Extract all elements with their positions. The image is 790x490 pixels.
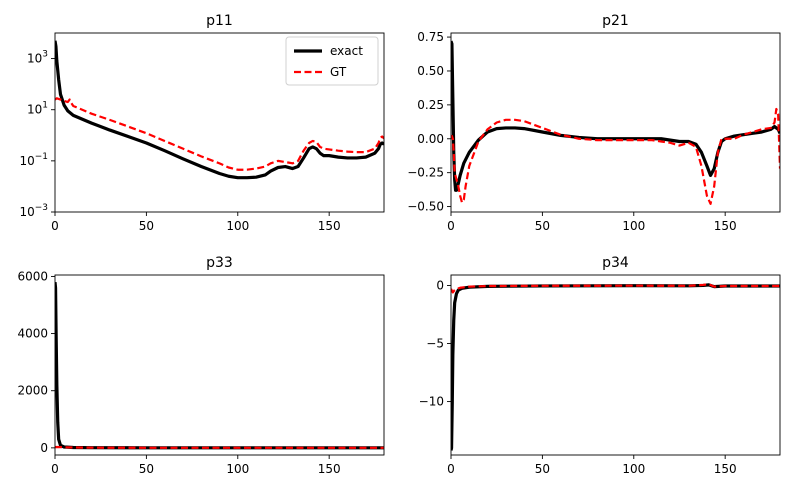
x-tick-label: 100 bbox=[226, 219, 249, 233]
axes-frame-p21 bbox=[450, 32, 781, 213]
series-GT-p33 bbox=[55, 445, 384, 449]
panel-p34: p34 0 50 100 150 −10 −5 0 bbox=[419, 255, 781, 476]
y-tick-label: 0 bbox=[40, 441, 48, 455]
legend-label-exact: exact bbox=[330, 44, 363, 58]
legend: exact GT bbox=[285, 36, 379, 86]
series-GT-p21 bbox=[451, 107, 780, 205]
x-tick-label: 150 bbox=[714, 462, 737, 476]
series-GT-p11 bbox=[55, 97, 384, 171]
y-tick-label: −5 bbox=[426, 337, 444, 351]
panel-p33: p33 0 50 100 150 0 2000 4000 6000 bbox=[17, 255, 385, 476]
series-exact-p21 bbox=[451, 40, 780, 192]
panel-p11: p11 0 50 100 150 10−3 10−1 101 103 exact GT bbox=[19, 13, 385, 233]
x-tick-label: 150 bbox=[318, 219, 341, 233]
x-tick-label: 50 bbox=[535, 219, 550, 233]
y-tick-label: 103 bbox=[27, 50, 48, 66]
y-tick-label: 101 bbox=[27, 101, 48, 117]
y-tick-label: 0.50 bbox=[417, 64, 444, 78]
legend-label-GT: GT bbox=[330, 65, 347, 79]
x-tick-label: 0 bbox=[51, 219, 59, 233]
y-tick-label: −0.25 bbox=[407, 166, 444, 180]
chart-title-p21: p21 bbox=[602, 13, 629, 29]
x-tick-label: 100 bbox=[226, 462, 249, 476]
x-tick-label: 100 bbox=[622, 219, 645, 233]
y-tick-label: 4000 bbox=[17, 327, 48, 341]
y-tick-label: 0.25 bbox=[417, 98, 444, 112]
x-tick-label: 150 bbox=[318, 462, 341, 476]
y-tick-label: 0.75 bbox=[417, 30, 444, 44]
axes-frame-p11 bbox=[54, 32, 385, 213]
x-tick-label: 50 bbox=[535, 462, 550, 476]
y-tick-label: 0.00 bbox=[417, 132, 444, 146]
axes-frame-p33 bbox=[54, 274, 385, 456]
x-tick-label: 150 bbox=[714, 219, 737, 233]
series-exact-p11 bbox=[55, 40, 384, 180]
panel-p21: p21 0 50 100 150 −0.50 −0.25 0.00 0.25 0.50 0.75 bbox=[407, 13, 781, 233]
x-tick-label: 0 bbox=[447, 462, 455, 476]
y-tick-label: 10−3 bbox=[19, 203, 48, 219]
y-tick-label: 6000 bbox=[17, 269, 48, 283]
chart-title-p11: p11 bbox=[206, 13, 233, 29]
x-tick-label: 50 bbox=[139, 462, 154, 476]
y-tick-label: 10−1 bbox=[19, 152, 48, 168]
y-tick-label: −0.50 bbox=[407, 200, 444, 214]
x-tick-label: 50 bbox=[139, 219, 154, 233]
y-tick-label: 2000 bbox=[17, 384, 48, 398]
x-tick-label: 0 bbox=[447, 219, 455, 233]
x-tick-label: 0 bbox=[51, 462, 59, 476]
y-tick-label: 0 bbox=[436, 278, 444, 292]
chart-title-p33: p33 bbox=[206, 255, 233, 271]
axes-frame-p34 bbox=[450, 274, 781, 456]
y-tick-label: −10 bbox=[419, 395, 444, 409]
series-exact-p33 bbox=[55, 281, 384, 450]
series-GT-p34 bbox=[451, 283, 780, 294]
chart-title-p34: p34 bbox=[602, 255, 629, 271]
x-tick-label: 100 bbox=[622, 462, 645, 476]
